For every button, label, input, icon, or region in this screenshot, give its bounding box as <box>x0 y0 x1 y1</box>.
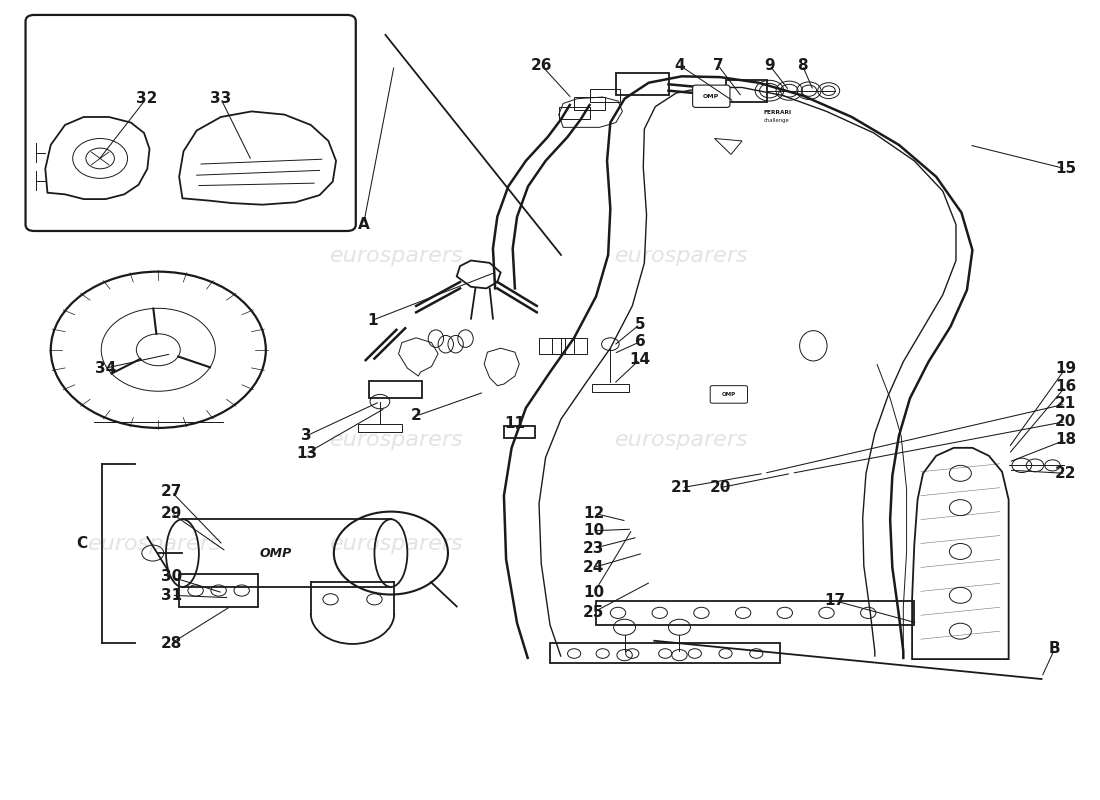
Bar <box>358 424 402 432</box>
Text: eurosparers: eurosparers <box>330 246 463 266</box>
Text: FERRARI: FERRARI <box>764 110 792 115</box>
Text: eurosparers: eurosparers <box>615 430 748 450</box>
Text: OMP: OMP <box>260 546 292 559</box>
Text: 12: 12 <box>583 506 605 521</box>
Text: 13: 13 <box>296 446 317 461</box>
Text: 19: 19 <box>1055 361 1076 376</box>
Bar <box>565 338 587 354</box>
Text: 10: 10 <box>583 523 605 538</box>
Text: 5: 5 <box>635 317 646 332</box>
Text: 29: 29 <box>161 506 183 521</box>
Text: 33: 33 <box>210 91 231 106</box>
Text: B: B <box>1049 642 1060 656</box>
Text: 18: 18 <box>1055 432 1076 447</box>
Text: 6: 6 <box>635 334 646 350</box>
Text: 24: 24 <box>583 560 605 575</box>
Text: OMP: OMP <box>703 94 719 98</box>
Text: A: A <box>358 217 370 232</box>
Text: 16: 16 <box>1055 379 1076 394</box>
Bar <box>726 79 768 102</box>
Text: 28: 28 <box>161 636 183 650</box>
Text: 31: 31 <box>161 588 182 603</box>
Text: 7: 7 <box>713 58 723 73</box>
Bar <box>559 106 590 119</box>
Bar <box>179 574 258 607</box>
Text: 8: 8 <box>798 58 807 73</box>
Text: 34: 34 <box>95 361 117 376</box>
Text: 17: 17 <box>825 594 846 608</box>
Text: eurosparers: eurosparers <box>88 534 222 554</box>
Text: 30: 30 <box>161 570 183 585</box>
Text: C: C <box>76 536 87 551</box>
Text: 1: 1 <box>367 313 377 328</box>
Text: 27: 27 <box>161 484 183 499</box>
Text: 25: 25 <box>583 605 605 619</box>
Bar <box>550 643 780 663</box>
Bar <box>552 338 574 354</box>
FancyBboxPatch shape <box>711 386 748 403</box>
Text: 15: 15 <box>1055 162 1076 176</box>
Text: 4: 4 <box>674 58 685 73</box>
Bar <box>590 89 620 102</box>
Text: eurosparers: eurosparers <box>330 534 463 554</box>
Text: eurosparers: eurosparers <box>330 430 463 450</box>
Text: 26: 26 <box>530 58 552 73</box>
Bar <box>596 601 914 625</box>
Text: 14: 14 <box>629 352 650 367</box>
Text: eurosparers: eurosparers <box>615 246 748 266</box>
Text: 21: 21 <box>671 480 692 495</box>
FancyBboxPatch shape <box>25 15 355 231</box>
Text: 11: 11 <box>505 417 526 431</box>
Text: 32: 32 <box>135 91 157 106</box>
Text: 20: 20 <box>1055 414 1077 429</box>
Bar <box>539 338 561 354</box>
Bar <box>574 97 605 110</box>
Bar <box>616 73 669 95</box>
Text: 20: 20 <box>710 480 730 495</box>
FancyBboxPatch shape <box>693 85 730 107</box>
Text: 3: 3 <box>301 428 311 443</box>
Text: 10: 10 <box>583 586 605 601</box>
Bar <box>504 426 535 438</box>
Bar <box>368 381 421 398</box>
Text: 22: 22 <box>1055 466 1077 481</box>
Text: 23: 23 <box>583 541 605 556</box>
Text: 2: 2 <box>410 409 421 423</box>
Bar <box>592 384 629 392</box>
Text: challenge: challenge <box>764 118 790 122</box>
Text: OMP: OMP <box>722 392 736 397</box>
Text: 9: 9 <box>764 58 774 73</box>
Text: 21: 21 <box>1055 397 1076 411</box>
